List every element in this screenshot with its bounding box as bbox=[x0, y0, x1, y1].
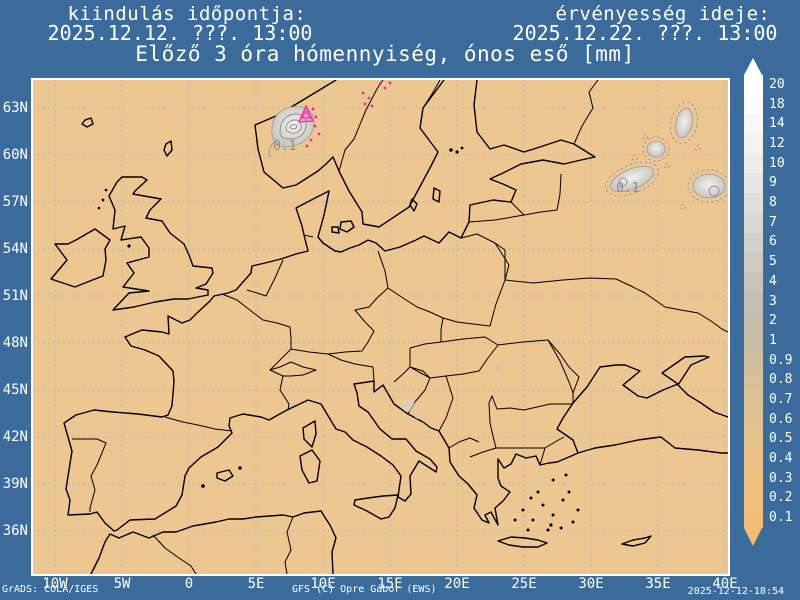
contour-label: 0.1 bbox=[273, 139, 296, 154]
colorbar-label: 3 bbox=[769, 293, 777, 309]
colorbar-segment bbox=[744, 232, 763, 253]
lon-label: 5W bbox=[113, 576, 131, 592]
colorbar-label: 18 bbox=[769, 96, 785, 112]
colorbar-segment bbox=[744, 173, 763, 194]
lat-label: 36N bbox=[2, 523, 28, 539]
colorbar-segment bbox=[744, 212, 763, 233]
contour-label: 0.1 bbox=[616, 181, 639, 196]
lat-label: 57N bbox=[2, 194, 28, 210]
colorbar-label: 0.8 bbox=[769, 372, 793, 388]
colorbar-label: 14 bbox=[769, 116, 785, 132]
colorbar-segment bbox=[744, 75, 763, 95]
lon-label: 20E bbox=[444, 576, 470, 592]
colorbar-label: 5 bbox=[769, 254, 777, 270]
lon-label: 10E bbox=[310, 576, 336, 592]
island-dots bbox=[97, 146, 580, 532]
lat-label: 54N bbox=[2, 241, 28, 257]
colorbar-segment bbox=[744, 94, 763, 115]
lon-label: 40E bbox=[712, 576, 738, 592]
lon-label: 0 bbox=[184, 576, 194, 592]
colorbar-label: 0.6 bbox=[769, 411, 793, 427]
colorbar-arrow-top bbox=[744, 58, 762, 75]
colorbar-label: 0.5 bbox=[769, 431, 793, 447]
colorbar-label: 0.9 bbox=[769, 352, 793, 368]
lat-label: 48N bbox=[2, 335, 28, 351]
lat-label: 39N bbox=[2, 476, 28, 492]
colorbar-segment bbox=[744, 370, 763, 390]
colorbar-label: 1 bbox=[769, 332, 777, 348]
lon-label: 15E bbox=[377, 576, 403, 592]
lat-label: 45N bbox=[2, 382, 28, 398]
colorbar-segment bbox=[744, 409, 763, 430]
colorbar-label: 20 bbox=[769, 76, 785, 92]
colorbar-label: 9 bbox=[769, 175, 777, 191]
map-area: 0.1 0.1 bbox=[31, 78, 731, 576]
colorbar-label: 0.3 bbox=[769, 470, 793, 486]
init-time-label: kiindulás időpontja: bbox=[67, 3, 307, 25]
colorbar-label: 0.1 bbox=[769, 510, 793, 526]
faint-precip-patches bbox=[401, 365, 500, 419]
colorbar-segment bbox=[744, 429, 763, 450]
lon-label: 35E bbox=[645, 576, 671, 592]
init-time-value: 2025.12.12. ???. 13:00 bbox=[47, 21, 313, 45]
colorbar-segment bbox=[744, 153, 763, 174]
colorbar-label: 0.4 bbox=[769, 451, 793, 467]
colorbar-label: 6 bbox=[769, 234, 777, 250]
colorbar-segment bbox=[744, 390, 763, 410]
lon-label: 5E bbox=[247, 576, 265, 592]
colorbar-segment bbox=[744, 291, 763, 312]
creation-timestamp: 2025-12-12-18:54 bbox=[687, 586, 784, 597]
lon-label: 25E bbox=[511, 576, 537, 592]
colorbar-label: 8 bbox=[769, 195, 777, 211]
colorbar-arrow-bottom bbox=[744, 528, 762, 546]
valid-time-label: érvényesség ideje: bbox=[555, 3, 771, 25]
lon-label: 30E bbox=[578, 576, 604, 592]
model-credit: GFS (C) Opre Gábor (EWS) bbox=[292, 584, 437, 595]
grid-lines bbox=[33, 80, 728, 574]
lat-label: 60N bbox=[2, 147, 28, 163]
lat-label: 63N bbox=[2, 100, 28, 116]
coastlines bbox=[50, 79, 729, 575]
colorbar-label: 7 bbox=[769, 214, 777, 230]
colorbar-segment bbox=[744, 488, 763, 509]
colorbar-segment bbox=[744, 330, 763, 351]
colorbar-segment bbox=[744, 468, 763, 489]
lat-label: 42N bbox=[2, 429, 28, 445]
europe-map-svg: 0.1 0.1 bbox=[33, 79, 731, 575]
colorbar-segment bbox=[744, 252, 763, 272]
colorbar-segment bbox=[744, 508, 763, 528]
colorbar-label: 12 bbox=[769, 135, 785, 151]
colorbar-label: 4 bbox=[769, 273, 777, 289]
colorbar-label: 0.7 bbox=[769, 391, 793, 407]
lon-label: 10W bbox=[42, 576, 68, 592]
grads-credit: GrADS: COLA/IGES bbox=[2, 584, 99, 595]
colorbar-segment bbox=[744, 311, 763, 331]
valid-time-value: 2025.12.22. ???. 13:00 bbox=[512, 21, 778, 45]
colorbar-segment bbox=[744, 134, 763, 154]
lat-label: 51N bbox=[2, 288, 28, 304]
colorbar-segment bbox=[744, 350, 763, 371]
colorbar-label: 0.2 bbox=[769, 490, 793, 506]
colorbar-label: 10 bbox=[769, 155, 785, 171]
map-title: Előző 3 óra hómennyiség, ónos eső [mm] bbox=[135, 42, 635, 66]
colorbar-segment bbox=[744, 114, 763, 135]
colorbar-segment bbox=[744, 271, 763, 292]
colorbar-segment bbox=[744, 193, 763, 213]
northeast-snow-blobs bbox=[605, 101, 731, 210]
country-borders bbox=[72, 79, 729, 575]
colorbar-segment bbox=[744, 449, 763, 469]
colorbar: 20 18 14 12 10 9 8 7 6 5 4 3 2 1 0.9 0.8 0.7 0.6 0.5 0.4 0.3… bbox=[744, 75, 792, 528]
colorbar-label: 2 bbox=[769, 313, 777, 329]
freezing-rain-contours bbox=[298, 81, 392, 148]
